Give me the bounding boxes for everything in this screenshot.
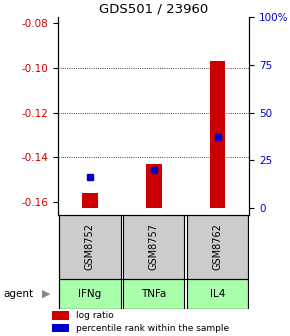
Text: log ratio: log ratio <box>76 311 114 320</box>
Bar <box>52 311 69 320</box>
Bar <box>59 279 121 309</box>
Text: GSM8762: GSM8762 <box>213 223 222 270</box>
Text: agent: agent <box>3 289 33 299</box>
Text: GSM8752: GSM8752 <box>85 223 95 270</box>
Bar <box>123 215 184 279</box>
Text: TNFa: TNFa <box>141 289 166 299</box>
Text: IFNg: IFNg <box>78 289 102 299</box>
Bar <box>187 279 248 309</box>
Bar <box>123 279 184 309</box>
Text: percentile rank within the sample: percentile rank within the sample <box>76 324 229 333</box>
Bar <box>52 324 69 332</box>
Title: GDS501 / 23960: GDS501 / 23960 <box>99 3 208 16</box>
Bar <box>210 61 226 208</box>
Bar <box>187 215 248 279</box>
Bar <box>82 193 98 208</box>
Text: ▶: ▶ <box>42 289 51 299</box>
Text: GSM8757: GSM8757 <box>149 223 159 270</box>
Text: IL4: IL4 <box>210 289 225 299</box>
Bar <box>146 164 162 208</box>
Bar <box>59 215 121 279</box>
